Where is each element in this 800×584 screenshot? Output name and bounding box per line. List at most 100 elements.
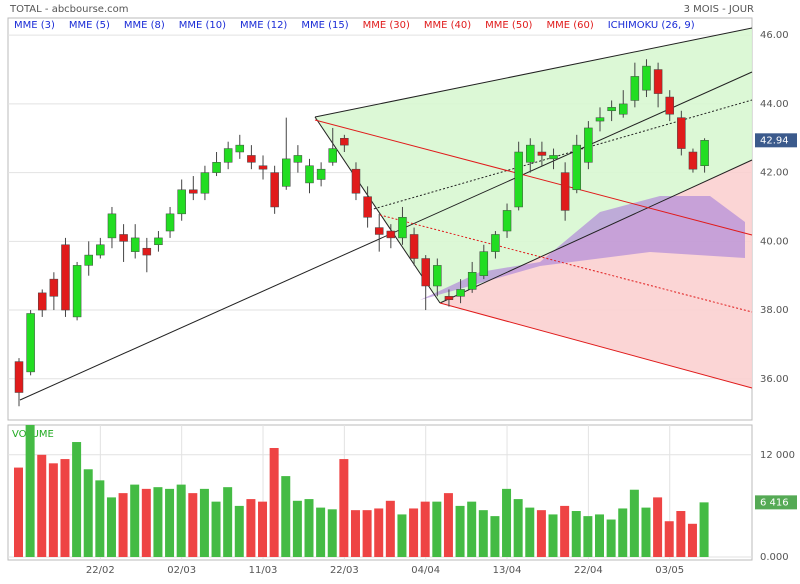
legend-entry: MME (50) bbox=[485, 20, 532, 31]
candle-body bbox=[549, 155, 558, 160]
last-price-label: 42.94 bbox=[760, 135, 789, 146]
legend-entry: MME (10) bbox=[179, 20, 226, 31]
candle-body bbox=[386, 230, 396, 239]
candle-body bbox=[560, 172, 570, 211]
pitchfork bbox=[19, 27, 753, 401]
volume-bar bbox=[153, 487, 163, 557]
candle-body bbox=[37, 292, 47, 311]
volume-bar bbox=[176, 484, 186, 557]
y-tick-label: 42.00 bbox=[760, 168, 789, 179]
candle-body bbox=[305, 165, 314, 184]
volume-bar bbox=[339, 459, 349, 557]
x-tick-label: 22/02 bbox=[86, 565, 115, 576]
legend-entry: MME (5) bbox=[69, 20, 110, 31]
volume-bar bbox=[350, 510, 360, 557]
pivot-line bbox=[314, 116, 441, 304]
candle-body bbox=[444, 296, 454, 300]
candle-body bbox=[421, 258, 430, 287]
volume-bar bbox=[304, 499, 314, 557]
x-tick-label: 03/05 bbox=[655, 565, 684, 576]
volume-bar bbox=[432, 501, 442, 557]
volume-bar bbox=[443, 493, 453, 557]
volume-bar bbox=[467, 501, 477, 557]
candle-body bbox=[142, 247, 152, 256]
candle-body bbox=[467, 272, 477, 290]
candle-body bbox=[328, 148, 337, 163]
candle-body bbox=[49, 278, 59, 297]
volume-bar bbox=[141, 488, 151, 557]
last-volume-badge bbox=[755, 495, 797, 510]
candle-body bbox=[247, 155, 256, 163]
red-line bbox=[439, 302, 753, 389]
candle-body bbox=[235, 144, 245, 153]
candle-body bbox=[223, 148, 233, 163]
candle-body bbox=[630, 76, 640, 101]
volume-bar bbox=[83, 469, 93, 557]
volume-bar bbox=[165, 488, 175, 557]
y-tick-label: 44.00 bbox=[760, 99, 789, 110]
red-dotted-line bbox=[379, 214, 753, 313]
volume-bar bbox=[281, 476, 291, 557]
volume-bar bbox=[95, 480, 105, 557]
volume-bar bbox=[397, 514, 407, 557]
candle-body bbox=[677, 117, 686, 149]
candle-body bbox=[84, 254, 93, 266]
volume-bar bbox=[560, 505, 570, 557]
y-tick-label: 12 000 bbox=[760, 450, 795, 461]
pitchfork-upper-zone bbox=[315, 28, 752, 303]
candle-body bbox=[502, 210, 512, 232]
candle-body bbox=[526, 144, 535, 163]
candle-body bbox=[479, 251, 489, 276]
volume-bar bbox=[362, 510, 372, 557]
volume-bar bbox=[385, 500, 395, 557]
y-tick-label: 36.00 bbox=[760, 374, 789, 385]
candle-body bbox=[14, 361, 24, 393]
red-line bbox=[314, 119, 753, 236]
candle-body bbox=[491, 234, 500, 252]
volume-bar bbox=[374, 508, 384, 557]
candle-body bbox=[537, 151, 547, 156]
upper-line bbox=[314, 27, 753, 118]
volume-bar bbox=[653, 497, 663, 557]
volume-bar bbox=[525, 507, 535, 557]
candle-body bbox=[270, 172, 279, 208]
candle-body bbox=[688, 151, 698, 170]
candle-body bbox=[374, 227, 384, 235]
y-tick-label: 46.00 bbox=[760, 30, 789, 41]
candle-body bbox=[340, 138, 349, 146]
volume-bar bbox=[490, 516, 500, 557]
volume-bar bbox=[234, 505, 244, 557]
legend-entry: MME (12) bbox=[240, 20, 287, 31]
candle-body bbox=[130, 237, 140, 252]
legend-entry: MME (15) bbox=[301, 20, 348, 31]
volume-bar bbox=[188, 493, 198, 557]
ichimoku-cloud bbox=[420, 196, 745, 300]
volume-bar bbox=[699, 502, 709, 557]
candle-body bbox=[456, 289, 465, 297]
volume-bar bbox=[118, 493, 128, 557]
candle-body bbox=[200, 172, 210, 194]
volume-bar bbox=[14, 467, 23, 557]
volume-bar bbox=[583, 516, 593, 557]
legend-entry: ICHIMOKU (26, 9) bbox=[608, 20, 695, 31]
candle-body bbox=[351, 168, 361, 194]
candle-body bbox=[154, 237, 163, 246]
volume-bar bbox=[687, 523, 697, 557]
volume-bar bbox=[409, 508, 419, 557]
candle-body bbox=[26, 313, 35, 373]
volume-bar bbox=[72, 442, 82, 557]
volume-bar bbox=[48, 463, 58, 557]
median-line bbox=[19, 71, 753, 401]
header-title: TOTAL - abcbourse.com bbox=[9, 4, 128, 15]
volume-bar bbox=[618, 508, 628, 557]
volume-bar bbox=[246, 499, 256, 557]
candle-body bbox=[96, 244, 105, 256]
x-tick-label: 13/04 bbox=[493, 565, 522, 576]
lower-line bbox=[439, 159, 753, 304]
volume-bar bbox=[130, 484, 140, 557]
volume-bar bbox=[223, 487, 233, 557]
x-tick-label: 04/04 bbox=[411, 565, 440, 576]
x-tick-label: 11/03 bbox=[249, 565, 278, 576]
candle-body bbox=[665, 96, 674, 115]
